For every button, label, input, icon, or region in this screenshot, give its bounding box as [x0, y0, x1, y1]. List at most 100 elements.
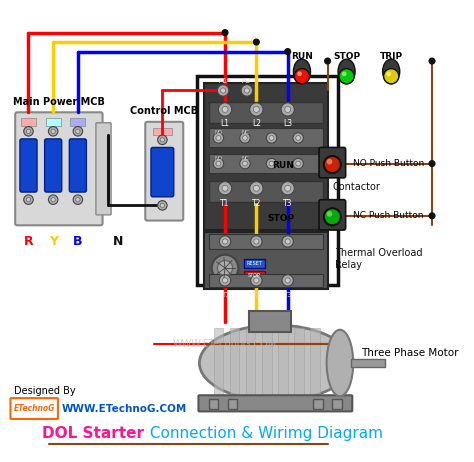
Text: NC: NC	[241, 130, 249, 135]
Bar	[294, 328, 304, 396]
Text: T1: T1	[220, 199, 230, 208]
Circle shape	[51, 198, 55, 202]
Circle shape	[243, 161, 247, 166]
Circle shape	[222, 30, 228, 36]
Circle shape	[250, 103, 263, 116]
Circle shape	[160, 203, 164, 207]
Bar	[313, 399, 323, 408]
Text: N: N	[112, 235, 123, 248]
Text: Control MCB: Control MCB	[130, 106, 198, 116]
Text: T1: T1	[221, 292, 229, 298]
Circle shape	[285, 106, 291, 112]
Circle shape	[383, 69, 399, 84]
Circle shape	[241, 85, 253, 96]
Circle shape	[212, 255, 238, 281]
Circle shape	[218, 261, 233, 276]
Circle shape	[48, 127, 58, 136]
Circle shape	[269, 136, 274, 140]
Text: Contactor: Contactor	[332, 182, 380, 192]
Circle shape	[222, 278, 228, 283]
Circle shape	[240, 133, 250, 143]
Circle shape	[254, 278, 259, 283]
FancyBboxPatch shape	[151, 147, 174, 197]
Circle shape	[219, 236, 231, 247]
Bar	[332, 399, 342, 408]
Text: L2: L2	[252, 119, 261, 128]
Circle shape	[73, 127, 82, 136]
Bar	[209, 128, 323, 147]
Bar	[209, 154, 323, 173]
Bar	[262, 328, 272, 396]
Circle shape	[254, 106, 259, 112]
Circle shape	[219, 103, 232, 116]
Circle shape	[216, 161, 221, 166]
Circle shape	[73, 195, 82, 204]
Circle shape	[429, 161, 435, 166]
Circle shape	[324, 208, 341, 225]
Circle shape	[51, 129, 55, 134]
Circle shape	[285, 278, 290, 283]
Circle shape	[324, 156, 341, 173]
Circle shape	[160, 138, 164, 142]
Circle shape	[213, 158, 224, 169]
Circle shape	[243, 136, 247, 140]
Circle shape	[76, 198, 80, 202]
Circle shape	[325, 58, 330, 64]
Text: NO: NO	[214, 156, 223, 161]
Circle shape	[213, 133, 224, 143]
Circle shape	[285, 239, 290, 244]
Circle shape	[285, 49, 291, 55]
Circle shape	[222, 239, 228, 244]
Bar	[278, 328, 288, 396]
Circle shape	[222, 185, 228, 191]
Bar	[46, 118, 61, 126]
Bar	[209, 181, 323, 201]
Circle shape	[24, 195, 33, 204]
Text: Thermal Overload: Thermal Overload	[335, 248, 423, 258]
Circle shape	[339, 69, 354, 84]
Circle shape	[282, 236, 293, 247]
FancyBboxPatch shape	[69, 139, 86, 192]
Text: WWW.ETechnoG.COM: WWW.ETechnoG.COM	[173, 339, 277, 349]
Text: TRIP: TRIP	[380, 52, 403, 61]
Circle shape	[294, 69, 310, 84]
Circle shape	[254, 185, 259, 191]
Circle shape	[266, 133, 277, 143]
Circle shape	[219, 182, 232, 195]
Bar	[244, 271, 265, 280]
Text: STOP: STOP	[267, 214, 294, 223]
Circle shape	[254, 239, 259, 244]
Text: R: R	[24, 235, 33, 248]
Bar	[214, 328, 223, 396]
Circle shape	[219, 275, 231, 286]
Bar	[209, 234, 323, 249]
Bar	[228, 399, 237, 408]
Ellipse shape	[338, 59, 355, 84]
Text: Designed By: Designed By	[14, 386, 76, 396]
Text: B: B	[73, 235, 82, 248]
Circle shape	[240, 158, 250, 169]
Text: Y: Y	[49, 235, 58, 248]
Circle shape	[342, 72, 346, 76]
Circle shape	[266, 158, 277, 169]
Circle shape	[297, 72, 302, 76]
Bar	[310, 328, 320, 396]
Circle shape	[76, 129, 80, 134]
Text: Main Power MCB: Main Power MCB	[13, 97, 105, 107]
Circle shape	[158, 135, 167, 145]
Circle shape	[27, 129, 31, 134]
Ellipse shape	[383, 59, 400, 84]
Bar	[153, 128, 172, 135]
Text: ETechnoG: ETechnoG	[13, 404, 55, 413]
Text: T3: T3	[283, 199, 292, 208]
Circle shape	[429, 58, 435, 64]
Circle shape	[293, 133, 303, 143]
Text: NO: NO	[214, 130, 223, 135]
Bar	[209, 399, 219, 408]
FancyBboxPatch shape	[45, 139, 62, 192]
Circle shape	[269, 161, 274, 166]
Circle shape	[281, 103, 294, 116]
Circle shape	[281, 182, 294, 195]
Text: RUN: RUN	[291, 52, 313, 61]
Bar	[244, 259, 265, 268]
